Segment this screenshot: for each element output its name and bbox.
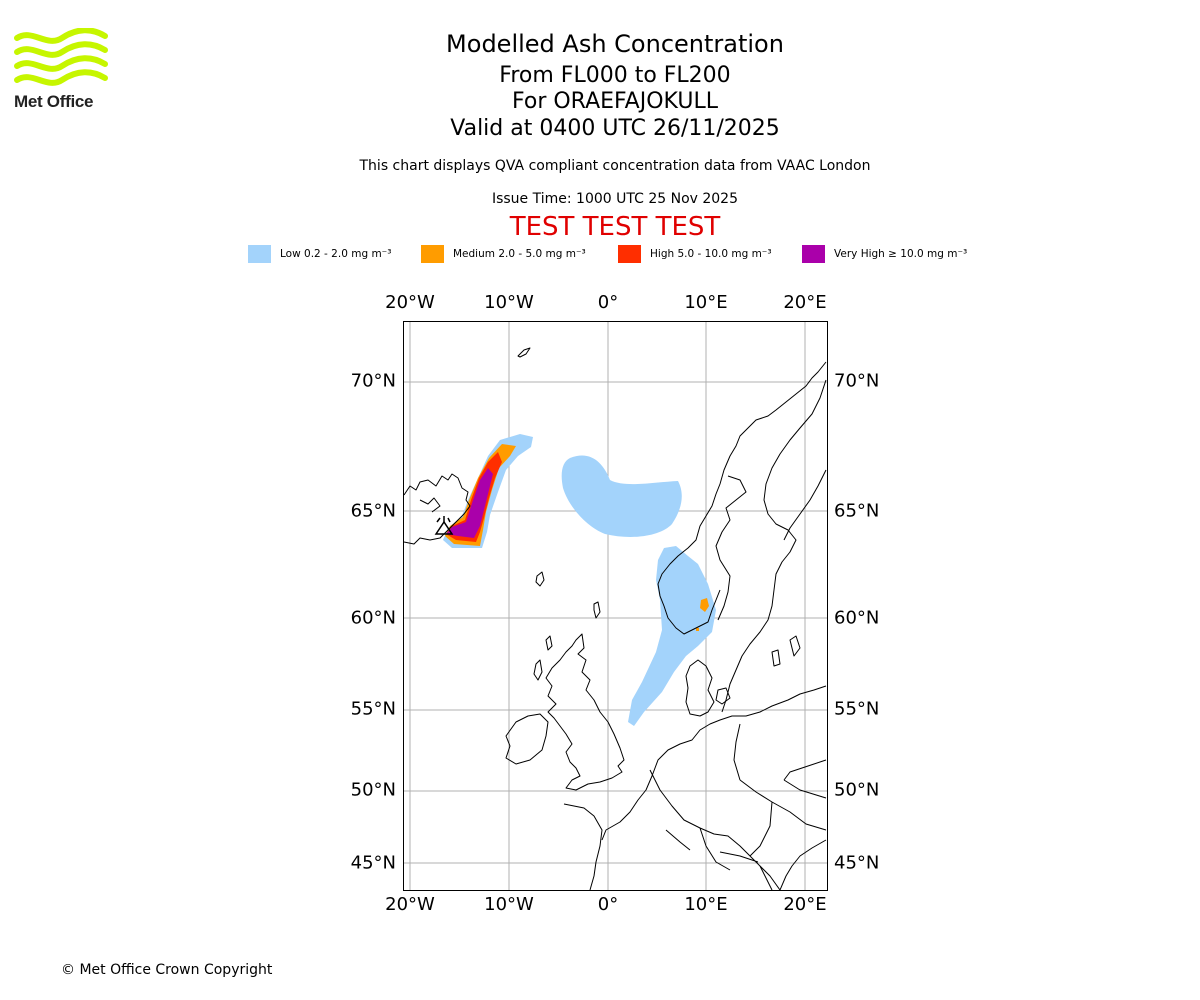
coast-jan-mayen bbox=[517, 347, 531, 358]
coastlines bbox=[404, 347, 827, 890]
coast-iceland bbox=[404, 473, 471, 545]
lon-tick-bottom-0: 0° bbox=[597, 894, 619, 915]
lon-tick-top-10e: 10°E bbox=[684, 292, 728, 313]
lat-tick-left-60n: 60°N bbox=[350, 607, 396, 629]
chart-title: Modelled Ash Concentration bbox=[446, 30, 784, 58]
lat-tick-right-70n: 70°N bbox=[834, 370, 880, 392]
legend-item-very-high: Very High ≥ 10.0 mg m⁻³ bbox=[802, 244, 967, 264]
lat-tick-left-55n: 55°N bbox=[350, 698, 396, 720]
coast-sweden bbox=[721, 379, 827, 713]
valid-time: Valid at 0400 UTC 26/11/2025 bbox=[450, 116, 780, 141]
lat-tick-right-55n: 55°N bbox=[834, 698, 880, 720]
issue-time: Issue Time: 1000 UTC 25 Nov 2025 bbox=[491, 191, 739, 207]
lon-tick-bottom-10e: 10°E bbox=[684, 894, 728, 915]
lat-tick-right-65n: 65°N bbox=[834, 500, 880, 522]
chart-description: This chart displays QVA compliant concen… bbox=[359, 158, 871, 174]
lat-tick-left-45n: 45°N bbox=[350, 852, 396, 874]
lat-tick-left-50n: 50°N bbox=[350, 779, 396, 801]
coast-great-britain bbox=[545, 633, 625, 791]
legend-label-very-high: Very High ≥ 10.0 mg m⁻³ bbox=[834, 248, 968, 260]
map-frame bbox=[403, 321, 828, 891]
graticule bbox=[404, 322, 827, 890]
borders bbox=[649, 723, 827, 890]
legend-label-medium: Medium 2.0 - 5.0 mg m⁻³ bbox=[453, 248, 586, 260]
coast-norway bbox=[657, 361, 827, 635]
volcano-name: For ORAEFAJOKULL bbox=[512, 89, 718, 114]
lon-tick-bottom-20w: 20°W bbox=[385, 894, 435, 915]
legend-label-high: High 5.0 - 10.0 mg m⁻³ bbox=[650, 248, 772, 260]
ash-medium-spot-2 bbox=[696, 628, 699, 631]
test-banner: TEST TEST TEST bbox=[509, 212, 721, 242]
lat-tick-right-60n: 60°N bbox=[834, 607, 880, 629]
lat-tick-right-50n: 50°N bbox=[834, 779, 880, 801]
met-office-logo bbox=[14, 28, 108, 86]
coast-finland bbox=[783, 469, 827, 541]
lon-tick-bottom-10w: 10°W bbox=[484, 894, 534, 915]
legend-label-low: Low 0.2 - 2.0 mg m⁻³ bbox=[280, 248, 392, 260]
ash-medium-spot-1 bbox=[700, 598, 709, 612]
legend-item-medium: Medium 2.0 - 5.0 mg m⁻³ bbox=[421, 244, 586, 264]
lon-tick-top-0: 0° bbox=[597, 292, 619, 313]
lon-tick-bottom-20e: 20°E bbox=[783, 894, 827, 915]
logo-text: Met Office bbox=[14, 92, 94, 111]
coast-faroe bbox=[535, 571, 545, 587]
coast-continent bbox=[601, 685, 827, 841]
copyright: © Met Office Crown Copyright bbox=[61, 962, 273, 978]
lat-tick-left-70n: 70°N bbox=[350, 370, 396, 392]
lon-tick-top-10w: 10°W bbox=[484, 292, 534, 313]
legend-swatch-high bbox=[618, 245, 641, 263]
coast-denmark bbox=[685, 659, 715, 717]
legend-swatch-low bbox=[248, 245, 271, 263]
ash-low-norwegian-sea bbox=[561, 455, 682, 537]
volcano-marker[interactable] bbox=[434, 516, 454, 535]
lat-tick-right-45n: 45°N bbox=[834, 852, 880, 874]
ash-low-norway-northsea bbox=[628, 546, 716, 726]
coast-ireland bbox=[505, 713, 549, 765]
flight-levels: From FL000 to FL200 bbox=[499, 63, 731, 88]
legend-item-high: High 5.0 - 10.0 mg m⁻³ bbox=[618, 244, 772, 264]
lon-tick-top-20w: 20°W bbox=[385, 292, 435, 313]
coast-shetland bbox=[593, 601, 601, 619]
ash-map[interactable] bbox=[403, 321, 828, 891]
legend-swatch-very-high bbox=[802, 245, 825, 263]
legend-item-low: Low 0.2 - 2.0 mg m⁻³ bbox=[248, 244, 391, 264]
lon-tick-top-20e: 20°E bbox=[783, 292, 827, 313]
lat-tick-left-65n: 65°N bbox=[350, 500, 396, 522]
ash-very-high-area bbox=[446, 468, 493, 538]
legend-swatch-medium bbox=[421, 245, 444, 263]
